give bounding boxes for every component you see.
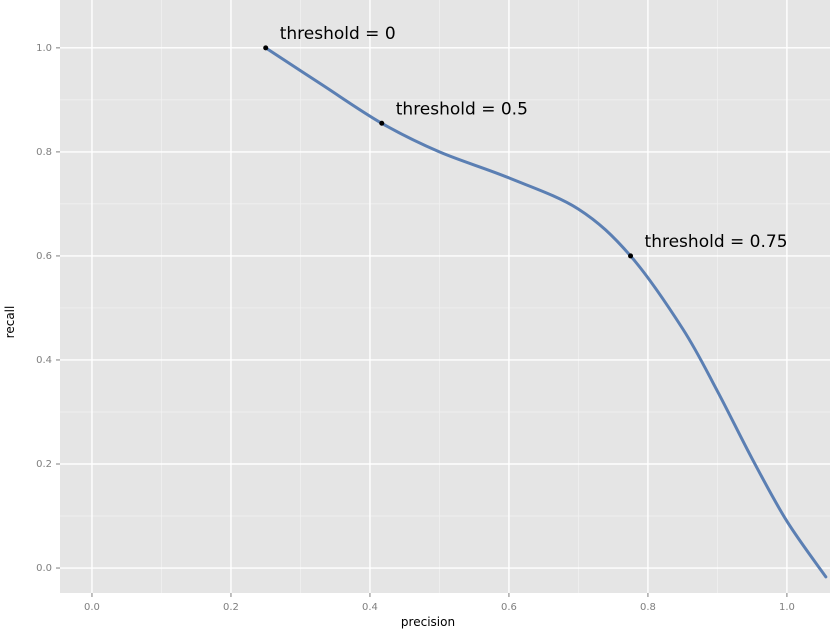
y-tick-label: 1.0	[36, 43, 52, 54]
curve	[264, 46, 828, 579]
annotation: threshold = 0.75	[645, 232, 788, 252]
x-axis-title: precision	[401, 615, 455, 629]
y-axis-title: recall	[3, 306, 17, 339]
x-tick-label: 0.0	[84, 602, 100, 613]
y-tick-label: 0.4	[36, 355, 52, 366]
threshold-point	[379, 120, 385, 126]
threshold-point	[628, 253, 634, 259]
y-tick-label: 0.8	[36, 147, 52, 158]
plot-panel	[60, 0, 830, 593]
x-tick-label: 0.4	[362, 602, 378, 613]
x-tick-label: 0.6	[501, 602, 517, 613]
y-tick-label: 0.6	[36, 251, 52, 262]
x-tick-label: 0.2	[223, 602, 239, 613]
threshold-point	[263, 45, 269, 51]
annotation: threshold = 0.5	[396, 99, 528, 119]
x-tick-label: 1.0	[779, 602, 795, 613]
annotation: threshold = 0	[280, 24, 396, 44]
y-tick-label: 0.2	[36, 459, 52, 470]
x-tick-label: 0.8	[640, 602, 656, 613]
y-tick-label: 0.0	[36, 563, 52, 574]
